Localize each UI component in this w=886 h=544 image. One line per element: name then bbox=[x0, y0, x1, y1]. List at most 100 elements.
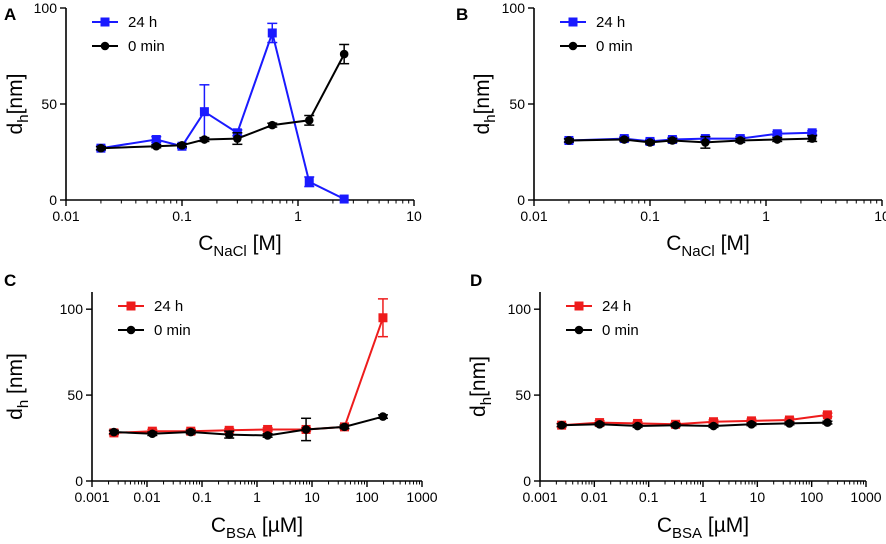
data-point-circle bbox=[148, 429, 157, 439]
y-tick-label: 50 bbox=[515, 387, 531, 403]
legend-marker-circle bbox=[568, 41, 578, 51]
data-point-circle bbox=[263, 431, 272, 440]
x-tick-label: 0.1 bbox=[639, 489, 659, 505]
x-axis-title: CBSA [µM] bbox=[211, 514, 303, 542]
x-axis-title-unit: [M] bbox=[715, 232, 750, 255]
series-line bbox=[100, 53, 346, 150]
y-tick-label: 0 bbox=[75, 473, 83, 489]
series-line bbox=[561, 421, 828, 428]
legend-label: 24 h bbox=[154, 298, 183, 315]
legend-entry: 24 h bbox=[566, 298, 631, 315]
x-axis-title-sub: NaCl bbox=[681, 243, 714, 260]
data-point-circle bbox=[645, 138, 655, 147]
data-point-square bbox=[807, 128, 817, 138]
x-tick-label: 1 bbox=[699, 489, 707, 505]
y-tick-label: 100 bbox=[60, 301, 84, 317]
series-line bbox=[561, 413, 828, 427]
data-point-circle bbox=[233, 134, 242, 143]
x-axis-title-sub: BSA bbox=[672, 525, 702, 542]
panel-letter: C bbox=[4, 271, 16, 290]
legend-entry: 0 min bbox=[92, 38, 165, 55]
x-tick-label: 0.01 bbox=[52, 208, 79, 224]
x-axis-title: CBSA [µM] bbox=[657, 514, 749, 542]
data-point-square bbox=[378, 313, 388, 323]
data-point-circle bbox=[701, 138, 710, 147]
x-tick-label: 10 bbox=[874, 208, 886, 224]
legend-marker-square bbox=[126, 301, 136, 311]
panel-letter: B bbox=[456, 5, 468, 24]
x-axis-title-main: C bbox=[666, 232, 681, 255]
x-tick-label: 0.01 bbox=[520, 208, 547, 224]
y-tick-label: 0 bbox=[49, 192, 57, 208]
series-0-min bbox=[563, 134, 818, 149]
data-point-circle bbox=[595, 420, 604, 429]
legend-marker-circle bbox=[574, 325, 584, 335]
x-tick-label: 1000 bbox=[406, 489, 437, 505]
y-axis-title: dh[nm] bbox=[467, 356, 495, 417]
panel-b: B 0 50 100 0.01 0.1 1 10 dh[nm] CNaCl [M] 24 h 0 mi… bbox=[456, 0, 886, 260]
data-point-circle bbox=[340, 422, 349, 432]
x-axis-title-main: C bbox=[211, 514, 226, 537]
x-tick-label: 0.1 bbox=[640, 208, 660, 224]
y-axis-title-main: d bbox=[467, 405, 490, 417]
x-tick-label: 100 bbox=[800, 489, 824, 505]
legend-entry: 0 min bbox=[118, 322, 191, 339]
data-point-circle bbox=[709, 421, 718, 431]
y-axis-title-sub: h bbox=[15, 114, 32, 122]
data-point-circle bbox=[339, 49, 349, 59]
legend-label: 0 min bbox=[154, 322, 191, 339]
series-line bbox=[113, 415, 384, 437]
x-axis-title-sub: NaCl bbox=[213, 243, 246, 260]
legend-marker-circle bbox=[100, 41, 110, 51]
panel-d: D 0 50 100 0.001 0.01 0.1 1 10 100 1000 dh[nm] CBSA … bbox=[467, 271, 882, 542]
y-tick-label: 0 bbox=[523, 473, 531, 489]
data-point-square bbox=[267, 28, 277, 38]
x-tick-label: 1 bbox=[294, 208, 302, 224]
y-tick-label: 50 bbox=[41, 96, 57, 112]
y-tick-label: 50 bbox=[509, 96, 525, 112]
x-tick-label: 0.01 bbox=[133, 489, 160, 505]
panel-letter: A bbox=[4, 5, 16, 24]
x-tick-label: 0.01 bbox=[581, 489, 608, 505]
x-tick-label: 1 bbox=[762, 208, 770, 224]
data-point-circle bbox=[671, 420, 680, 430]
data-point-circle bbox=[823, 418, 832, 427]
y-axis-title: dh [nm] bbox=[4, 353, 32, 420]
legend-entry: 0 min bbox=[566, 322, 639, 339]
x-axis-title: CNaCl [M] bbox=[198, 232, 282, 260]
data-point-circle bbox=[668, 136, 677, 145]
data-point-circle bbox=[267, 120, 277, 130]
legend-entry: 24 h bbox=[118, 298, 183, 315]
data-point-circle bbox=[304, 116, 314, 125]
legend-marker-circle bbox=[126, 325, 136, 335]
x-axis-title-sub: BSA bbox=[226, 525, 256, 542]
data-point-square bbox=[822, 410, 832, 420]
panel-a: A 0 50 100 0.01 0.1 1 10 dh[nm] CNaCl [M] 24 h 0 mi… bbox=[4, 0, 422, 260]
y-axis-title-sub: h bbox=[478, 397, 495, 405]
data-point-circle bbox=[96, 143, 106, 153]
series-24-h bbox=[108, 298, 388, 438]
data-point-square bbox=[339, 194, 349, 204]
x-axis-title: CNaCl [M] bbox=[666, 232, 750, 260]
x-tick-label: 100 bbox=[355, 489, 379, 505]
x-tick-label: 0.001 bbox=[522, 489, 557, 505]
data-point-circle bbox=[557, 420, 566, 430]
legend-entry: 24 h bbox=[92, 14, 157, 31]
y-axis-title-main: d bbox=[4, 408, 27, 420]
series-0-min bbox=[556, 418, 833, 431]
data-point-circle bbox=[301, 425, 311, 434]
data-point-circle bbox=[785, 419, 794, 428]
x-tick-label: 0.1 bbox=[192, 489, 212, 505]
y-axis-title-unit: [nm] bbox=[467, 356, 490, 397]
x-axis-title-unit: [µM] bbox=[702, 514, 749, 537]
data-point-square bbox=[304, 177, 314, 187]
x-tick-label: 0.001 bbox=[74, 489, 109, 505]
x-tick-label: 1 bbox=[253, 489, 261, 505]
data-point-circle bbox=[633, 421, 642, 431]
legend-label: 0 min bbox=[602, 322, 639, 339]
y-axis-title: dh[nm] bbox=[471, 74, 499, 135]
x-tick-label: 10 bbox=[406, 208, 422, 224]
data-point-circle bbox=[564, 136, 574, 145]
y-tick-label: 0 bbox=[517, 192, 525, 208]
